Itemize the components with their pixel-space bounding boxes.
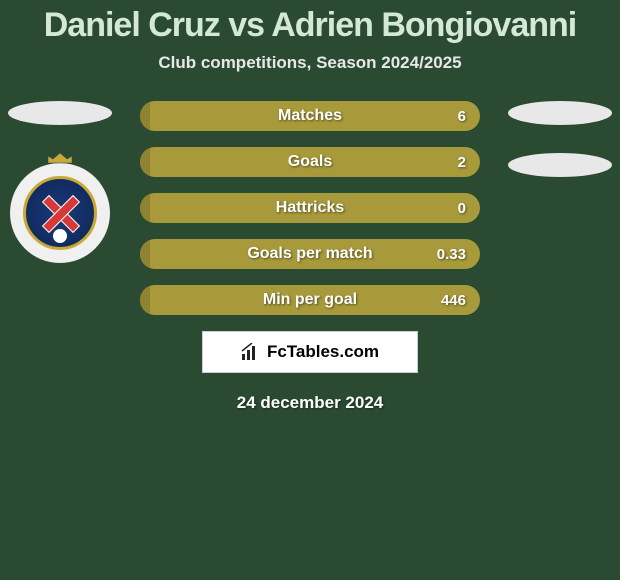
stat-bar: Goals 2 — [140, 147, 480, 177]
comparison-title: Daniel Cruz vs Adrien Bongiovanni — [0, 0, 620, 45]
stat-bar: Goals per match 0.33 — [140, 239, 480, 269]
stat-label: Goals — [288, 153, 332, 171]
club-badge — [10, 163, 110, 263]
stat-label: Goals per match — [247, 245, 372, 263]
stat-value-right: 0 — [458, 200, 466, 217]
stat-bar-left-fill — [140, 101, 150, 131]
stat-bar-left-fill — [140, 193, 150, 223]
crown-icon — [46, 151, 74, 165]
stat-bar: Hattricks 0 — [140, 193, 480, 223]
stat-label: Min per goal — [263, 291, 357, 309]
badge-cross-icon — [42, 195, 78, 231]
stat-bar-left-fill — [140, 147, 150, 177]
stat-bar-left-fill — [140, 285, 150, 315]
stat-bar: Matches 6 — [140, 101, 480, 131]
right-player-column — [508, 101, 612, 205]
stat-value-right: 0.33 — [437, 246, 466, 263]
snapshot-date: 24 december 2024 — [0, 393, 620, 413]
stat-label: Matches — [278, 107, 342, 125]
stat-bar-left-fill — [140, 239, 150, 269]
chart-icon — [241, 343, 261, 361]
brand-label: FcTables.com — [267, 342, 379, 362]
stat-bars: Matches 6 Goals 2 Hattricks 0 Goals per match 0… — [140, 101, 480, 315]
stat-bar: Min per goal 446 — [140, 285, 480, 315]
player-photo-placeholder — [508, 153, 612, 177]
badge-ball-icon — [53, 229, 67, 243]
badge-inner — [23, 176, 97, 250]
player-photo-placeholder — [508, 101, 612, 125]
stat-value-right: 6 — [458, 108, 466, 125]
player-photo-placeholder — [8, 101, 112, 125]
stat-value-right: 2 — [458, 154, 466, 171]
brand-box[interactable]: FcTables.com — [202, 331, 418, 373]
comparison-subtitle: Club competitions, Season 2024/2025 — [0, 53, 620, 73]
stat-value-right: 446 — [441, 292, 466, 309]
content-area: Matches 6 Goals 2 Hattricks 0 Goals per match 0… — [0, 101, 620, 315]
stat-label: Hattricks — [276, 199, 344, 217]
left-player-column — [8, 101, 112, 263]
